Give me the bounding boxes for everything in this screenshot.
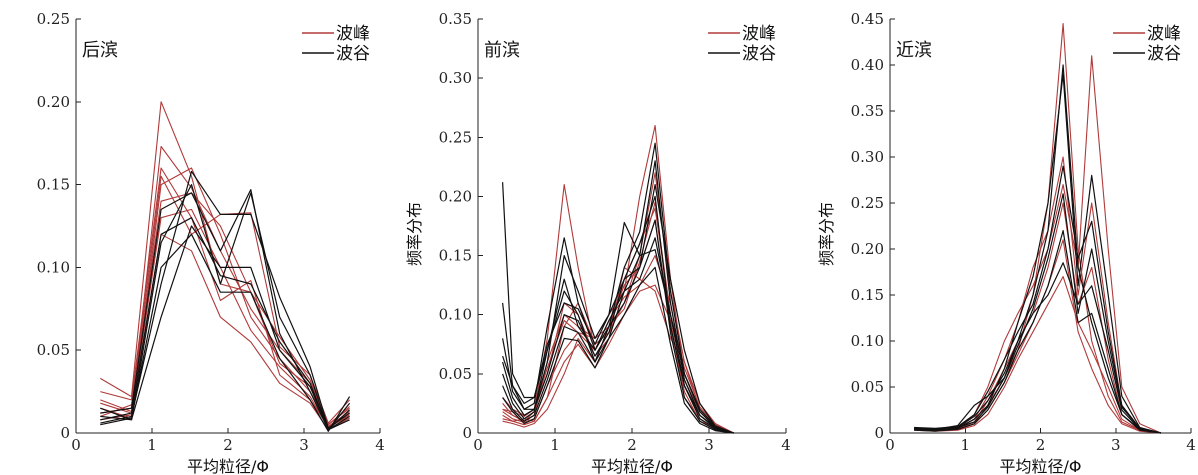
y-tick-label: 0 (462, 424, 472, 442)
y-tick-label: 0 (60, 424, 70, 442)
trough-series-line (502, 219, 734, 434)
x-tick-label: 0 (473, 436, 483, 454)
y-tick-label: 0.30 (851, 148, 884, 166)
trough-series-line (914, 73, 1162, 434)
y-tick-label: 0.25 (37, 10, 70, 28)
x-tick-label: 4 (375, 436, 385, 454)
y-tick-label: 0.10 (37, 258, 70, 276)
trough-series-line (914, 262, 1162, 434)
x-tick-label: 4 (781, 436, 791, 454)
trough-series-line (100, 225, 350, 431)
x-tick-label: 2 (1036, 436, 1046, 454)
x-tick-label: 4 (1186, 436, 1196, 454)
y-tick-label: 0.15 (851, 286, 884, 304)
y-tick-label: 0 (874, 424, 884, 442)
y-tick-label: 0.15 (439, 247, 472, 265)
legend-label-peak: 波峰 (742, 24, 776, 44)
x-tick-label: 1 (960, 436, 970, 454)
y-tick-label: 0.10 (439, 306, 472, 324)
peak-series-line (100, 208, 350, 429)
panel-label: 后滨 (82, 40, 118, 61)
y-tick-label: 0.05 (37, 341, 70, 359)
y-tick-label: 0.30 (439, 69, 472, 87)
trough-series-line (914, 193, 1162, 434)
y-tick-label: 0.25 (851, 194, 884, 212)
legend-label-trough: 波谷 (1147, 44, 1181, 64)
legend-label-peak: 波峰 (336, 24, 370, 44)
trough-series-line (502, 142, 734, 434)
trough-series-line (502, 237, 734, 434)
trough-series-line (502, 195, 734, 434)
x-tick-label: 1 (550, 436, 560, 454)
y-axis-label: 频率分布 (817, 202, 836, 266)
x-tick-label: 2 (223, 436, 233, 454)
y-tick-label: 0.35 (439, 10, 472, 28)
panel-label: 前滨 (484, 40, 520, 61)
x-axis-label: 平均粒径/Φ (1000, 457, 1082, 475)
trough-series-line (100, 217, 351, 431)
peak-series-line (914, 23, 1161, 434)
chart-panel-3: 0 0.05 0.10 0.15 0.20 0.25 0.30 0.35 0.40 0.45 0 1 2… (817, 10, 1196, 475)
y-axis-label: 频率分布 (405, 202, 424, 266)
trough-series-line (914, 165, 1162, 434)
x-tick-label: 3 (299, 436, 309, 454)
trough-series-line (502, 266, 734, 434)
trough-series-line (100, 170, 350, 429)
x-tick-label: 3 (1111, 436, 1121, 454)
y-tick-label: 0.45 (851, 10, 884, 28)
peak-series-line (914, 202, 1161, 434)
y-tick-label: 0.35 (851, 102, 884, 120)
y-tick-label: 0.05 (439, 365, 472, 383)
trough-series-line (100, 184, 350, 431)
x-tick-label: 0 (71, 436, 81, 454)
y-tick-label: 0.15 (37, 176, 70, 194)
y-tick-label: 0.40 (851, 56, 884, 74)
x-tick-label: 1 (147, 436, 157, 454)
y-tick-label: 0.05 (851, 378, 884, 396)
panel-label: 近滨 (896, 40, 932, 61)
legend-label-trough: 波谷 (336, 44, 370, 64)
x-tick-label: 2 (627, 436, 637, 454)
trough-series-line (914, 230, 1161, 434)
legend-label-trough: 波谷 (742, 44, 776, 64)
x-axis-label: 平均粒径/Φ (591, 457, 673, 475)
y-tick-label: 0.10 (851, 332, 884, 350)
trough-series-line (914, 64, 1162, 434)
y-tick-label: 0.20 (439, 187, 472, 205)
trough-series-line (100, 233, 351, 432)
chart-panel-2: 0 0.05 0.10 0.15 0.20 0.25 0.30 0.35 0 1 2 3 4 前滨 波峰波谷… (405, 10, 791, 475)
y-tick-label: 0.20 (851, 240, 884, 258)
x-tick-label: 0 (885, 436, 895, 454)
y-tick-label: 0.20 (37, 93, 70, 111)
y-tick-label: 0.25 (439, 128, 472, 146)
x-tick-label: 3 (704, 436, 714, 454)
legend-label-peak: 波峰 (1147, 24, 1181, 44)
peak-series-line (914, 55, 1162, 434)
peak-series-line (914, 276, 1161, 434)
trough-series-line (502, 184, 734, 434)
x-axis-label: 平均粒径/Φ (187, 457, 269, 475)
trough-series-line (100, 189, 351, 431)
